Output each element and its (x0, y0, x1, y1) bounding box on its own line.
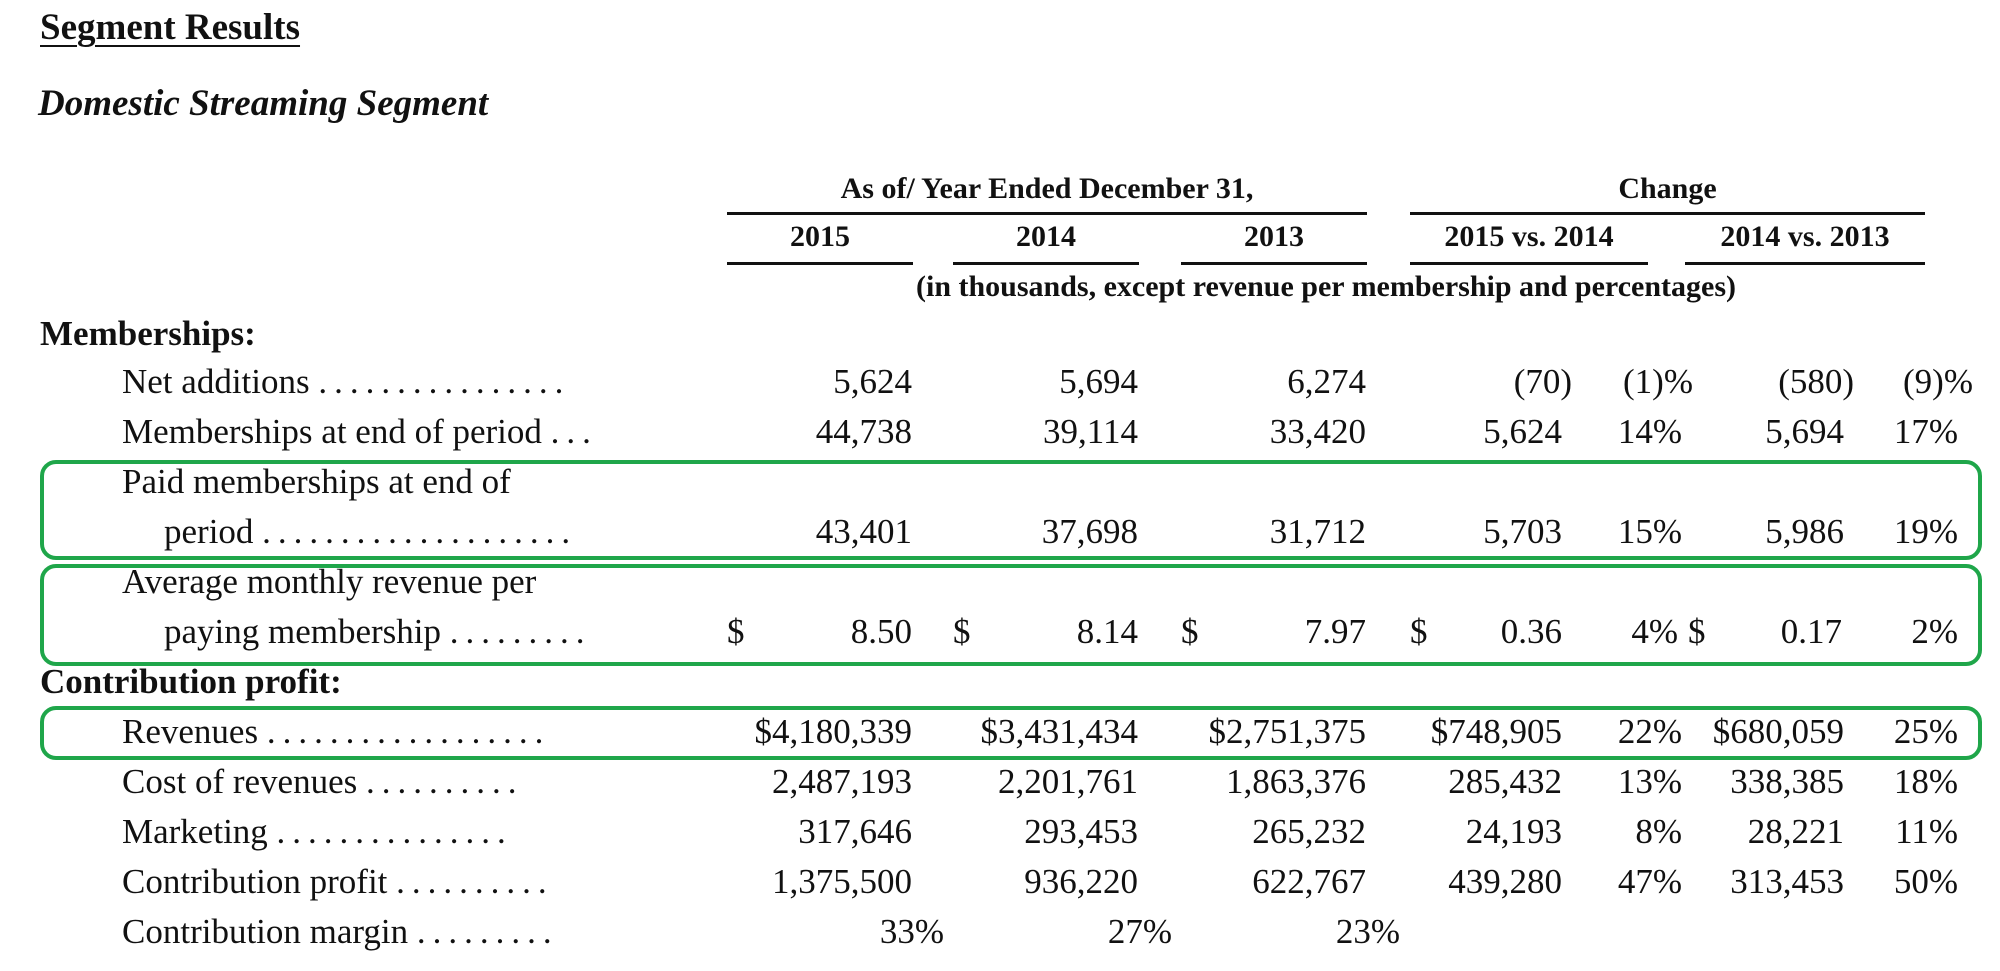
cell-change2: 338,385 (1730, 762, 1844, 801)
cell-change2-pct: 50% (1893, 862, 1958, 901)
header-year-2014: 2014 (1016, 220, 1076, 253)
cell-2015: 2,487,193 (772, 762, 912, 801)
rule-years-group (727, 212, 1367, 215)
row-label-avg-revenue-cont: paying membership ......... (164, 612, 592, 651)
currency-symbol: $ (727, 612, 745, 651)
row-label-avg-revenue: Average monthly revenue per (122, 562, 537, 601)
cell-change2-pct: 25% (1893, 712, 1958, 751)
cell-2014: 2,201,761 (998, 762, 1138, 801)
section-contribution-profit: Contribution profit: (40, 662, 342, 701)
cell-change2: (580) (1778, 362, 1854, 401)
row-label-paid-memberships-cont: period .................... (164, 512, 578, 551)
cell-change1: 5,703 (1483, 512, 1562, 551)
highlight-avg-revenue (40, 564, 1982, 666)
cell-2014: 37,698 (1041, 512, 1138, 551)
cell-2013: 622,767 (1252, 862, 1366, 901)
rule-change-2014-2013 (1685, 262, 1925, 265)
cell-2013: 33,420 (1269, 412, 1366, 451)
cell-2014: 27% (1107, 912, 1172, 951)
currency-symbol: $ (1410, 612, 1428, 651)
currency-symbol: $ (1688, 612, 1706, 651)
cell-change2-pct: 11% (1895, 812, 1958, 851)
cell-change1: 0.36 (1500, 612, 1562, 651)
cell-change2: $680,059 (1712, 712, 1844, 751)
cell-change1-pct: 8% (1635, 812, 1682, 851)
cell-2015: 43,401 (815, 512, 912, 551)
highlight-revenues (40, 706, 1982, 760)
section-title: Segment Results (40, 7, 301, 48)
header-year-2013: 2013 (1244, 220, 1304, 253)
cell-change2: 0.17 (1780, 612, 1842, 651)
cell-change2: 28,221 (1747, 812, 1844, 851)
row-label-cost-of-revenues: Cost of revenues .......... (122, 762, 524, 801)
row-label-marketing: Marketing ............... (122, 812, 513, 851)
cell-2014: $3,431,434 (980, 712, 1139, 751)
cell-2015: 8.50 (850, 612, 912, 651)
cell-change1-pct: 22% (1617, 712, 1682, 751)
cell-2015: 1,375,500 (772, 862, 912, 901)
cell-2013: 6,274 (1287, 362, 1366, 401)
cell-change2-pct: 18% (1893, 762, 1958, 801)
cell-change1-pct: 47% (1617, 862, 1682, 901)
cell-2015: 317,646 (798, 812, 912, 851)
header-change-2014-2013: 2014 vs. 2013 (1720, 220, 1890, 253)
cell-2013: 265,232 (1252, 812, 1366, 851)
highlight-paid-memberships (40, 460, 1982, 560)
cell-change2: 5,694 (1765, 412, 1844, 451)
currency-symbol: $ (1181, 612, 1199, 651)
cell-change1: 24,193 (1465, 812, 1562, 851)
header-change-2015-2014: 2015 vs. 2014 (1444, 220, 1614, 253)
cell-2013: 1,863,376 (1226, 762, 1366, 801)
row-label-revenues: Revenues .................. (122, 712, 551, 751)
row-label-memberships-end: Memberships at end of period ... (122, 412, 598, 451)
cell-2014: 293,453 (1024, 812, 1138, 851)
cell-change1: (70) (1513, 362, 1572, 401)
cell-2015: 33% (879, 912, 944, 951)
cell-change1-pct: (1)% (1623, 362, 1693, 401)
cell-change1-pct: 14% (1617, 412, 1682, 451)
cell-2013: 7.97 (1304, 612, 1366, 651)
header-year-2015: 2015 (790, 220, 850, 253)
cell-2013: 23% (1335, 912, 1400, 951)
cell-change2: 313,453 (1730, 862, 1844, 901)
cell-2014: 39,114 (1043, 412, 1138, 451)
cell-2015: 44,738 (815, 412, 912, 451)
row-label-contribution-profit: Contribution profit .......... (122, 862, 554, 901)
cell-2013: 31,712 (1269, 512, 1366, 551)
row-label-net-additions: Net additions ................ (122, 362, 571, 401)
segment-subtitle: Domestic Streaming Segment (38, 83, 489, 124)
units-note: (in thousands, except revenue per member… (916, 270, 1736, 303)
rule-year-2013 (1181, 262, 1367, 265)
cell-change2-pct: 19% (1893, 512, 1958, 551)
cell-2014: 8.14 (1076, 612, 1138, 651)
cell-change2: 5,986 (1765, 512, 1844, 551)
rule-year-2014 (953, 262, 1139, 265)
cell-change1: 439,280 (1448, 862, 1562, 901)
cell-change2-pct: 17% (1893, 412, 1958, 451)
cell-change1: $748,905 (1430, 712, 1562, 751)
cell-2015: $4,180,339 (754, 712, 913, 751)
cell-change2-pct: (9)% (1903, 362, 1973, 401)
row-label-contribution-margin: Contribution margin ......... (122, 912, 559, 951)
cell-change1: 285,432 (1448, 762, 1562, 801)
rule-change-2015-2014 (1410, 262, 1648, 265)
cell-change1-pct: 13% (1617, 762, 1682, 801)
header-years-group: As of/ Year Ended December 31, (840, 172, 1254, 205)
cell-2014: 5,694 (1059, 362, 1138, 401)
cell-change1: 5,624 (1483, 412, 1562, 451)
cell-change1-pct: 15% (1617, 512, 1682, 551)
currency-symbol: $ (953, 612, 971, 651)
section-memberships: Memberships: (40, 314, 256, 353)
rule-change-group (1410, 212, 1925, 215)
cell-2015: 5,624 (833, 362, 912, 401)
row-label-paid-memberships: Paid memberships at end of (122, 462, 511, 501)
cell-2014: 936,220 (1024, 862, 1138, 901)
cell-change2-pct: 2% (1911, 612, 1958, 651)
cell-change1-pct: 4% (1631, 612, 1678, 651)
header-change-group: Change (1618, 172, 1717, 205)
cell-2013: $2,751,375 (1208, 712, 1367, 751)
rule-year-2015 (727, 262, 913, 265)
